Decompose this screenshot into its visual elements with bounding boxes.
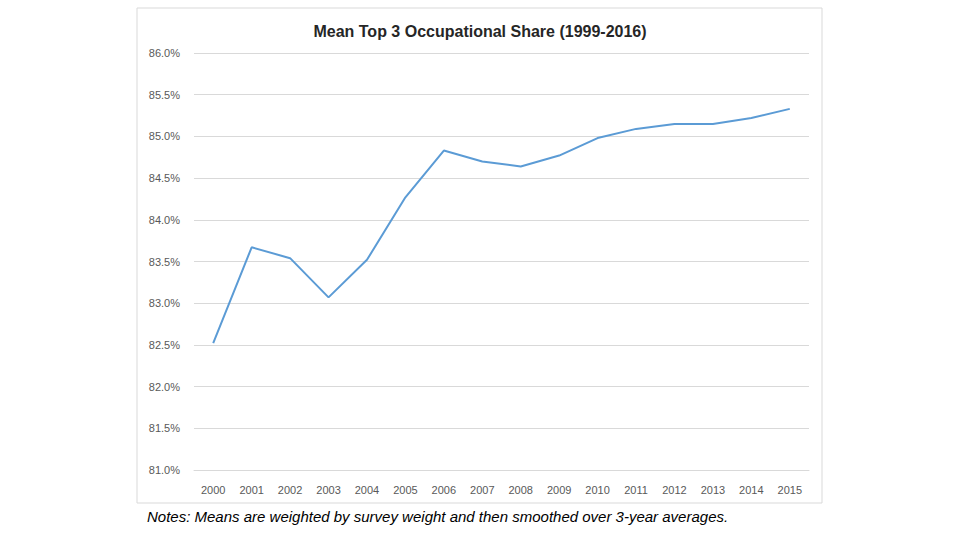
svg-text:85.0%: 85.0% [149,130,180,142]
svg-text:2000: 2000 [201,484,225,496]
svg-text:85.5%: 85.5% [149,89,180,101]
svg-text:2010: 2010 [585,484,609,496]
svg-text:2014: 2014 [739,484,763,496]
svg-text:2013: 2013 [701,484,725,496]
svg-text:2012: 2012 [662,484,686,496]
svg-text:83.5%: 83.5% [149,256,180,268]
svg-text:83.0%: 83.0% [149,297,180,309]
svg-text:84.5%: 84.5% [149,172,180,184]
svg-text:2015: 2015 [778,484,802,496]
svg-text:2001: 2001 [239,484,263,496]
svg-text:82.5%: 82.5% [149,339,180,351]
svg-text:2007: 2007 [470,484,494,496]
svg-text:82.0%: 82.0% [149,381,180,393]
svg-text:86.0%: 86.0% [149,47,180,59]
svg-text:2004: 2004 [355,484,379,496]
svg-text:81.0%: 81.0% [149,464,180,476]
svg-text:Notes: Means are weighted by s: Notes: Means are weighted by survey weig… [147,508,728,525]
svg-text:2009: 2009 [547,484,571,496]
svg-text:84.0%: 84.0% [149,214,180,226]
svg-text:2002: 2002 [278,484,302,496]
svg-text:Mean Top 3 Occupational Share: Mean Top 3 Occupational Share (1999-2016… [313,23,646,40]
svg-text:2003: 2003 [316,484,340,496]
svg-text:2006: 2006 [432,484,456,496]
svg-text:2011: 2011 [624,484,648,496]
svg-text:81.5%: 81.5% [149,422,180,434]
svg-text:2008: 2008 [508,484,532,496]
svg-text:2005: 2005 [393,484,417,496]
